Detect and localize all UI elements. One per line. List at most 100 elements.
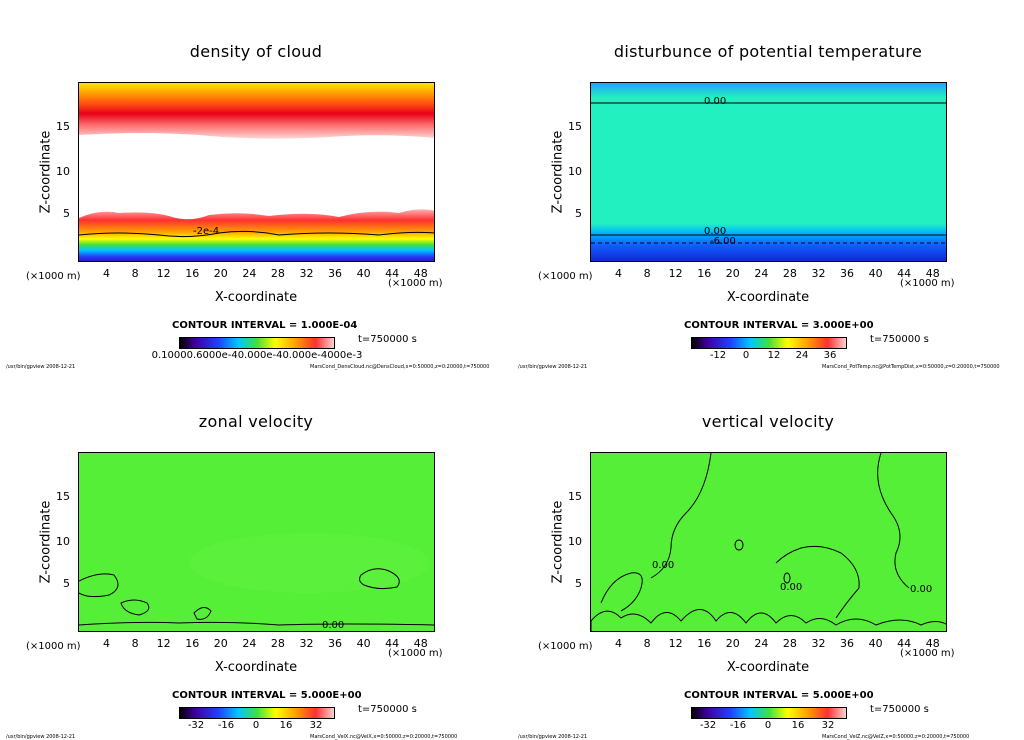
xtick: 48 bbox=[925, 637, 940, 650]
contour-label: 0.00 bbox=[704, 96, 727, 107]
timestamp: t=750000 s bbox=[358, 334, 417, 345]
colorbar-tick: -16 bbox=[729, 720, 747, 731]
xtick: 44 bbox=[385, 267, 400, 280]
footer-left: /usr/bin/gpview 2008-12-21 bbox=[518, 364, 588, 370]
colorbar-tick: 16 bbox=[279, 720, 293, 731]
plot-area bbox=[590, 82, 947, 262]
timestamp: t=750000 s bbox=[358, 704, 417, 715]
ytick: 15 bbox=[568, 120, 582, 133]
chart-title: density of cloud bbox=[189, 42, 323, 61]
xtick: 4 bbox=[103, 637, 111, 650]
contour-label: 0.00 bbox=[780, 582, 803, 593]
panel-density-of-cloud: density of cloud bbox=[0, 0, 512, 370]
colorbar-ticks: -12 0 12 24 36 bbox=[662, 350, 878, 364]
xtick: 20 bbox=[725, 267, 740, 280]
xtick: 44 bbox=[897, 267, 912, 280]
x-unit-right: (×1000 m) bbox=[388, 648, 443, 659]
contour-interval: CONTOUR INTERVAL = 3.000E+00 bbox=[684, 320, 874, 331]
xtick: 44 bbox=[897, 637, 912, 650]
xtick: 32 bbox=[811, 267, 826, 280]
footer-left: /usr/bin/gpview 2008-12-21 bbox=[518, 734, 588, 740]
x-unit-right: (×1000 m) bbox=[900, 278, 955, 289]
colorbar-tick: -32 bbox=[187, 720, 205, 731]
colorbar-tick: 0 bbox=[742, 350, 750, 361]
colorbar bbox=[691, 337, 847, 349]
y-axis-label: Z-coordinate bbox=[550, 130, 566, 214]
x-axis-label: X-coordinate bbox=[214, 660, 298, 675]
xtick: 40 bbox=[868, 637, 883, 650]
xtick: 8 bbox=[131, 267, 139, 280]
contour-interval: CONTOUR INTERVAL = 5.000E+00 bbox=[172, 690, 362, 701]
colorbar bbox=[691, 707, 847, 719]
xtick: 20 bbox=[725, 637, 740, 650]
xtick: 36 bbox=[840, 267, 855, 280]
ytick: 5 bbox=[575, 577, 582, 590]
x-axis-label: X-coordinate bbox=[214, 290, 298, 305]
footer-left: /usr/bin/gpview 2008-12-21 bbox=[6, 734, 76, 740]
plot-area bbox=[78, 82, 435, 262]
plot-area bbox=[590, 452, 947, 632]
panel-vertical-velocity: vertical velocity 0.00 0.00 0.00 5 10 15… bbox=[512, 370, 1024, 740]
xtick: 48 bbox=[413, 637, 428, 650]
vertical-velocity-field bbox=[591, 453, 946, 631]
xtick: 20 bbox=[213, 637, 228, 650]
colorbar-tick: -32 bbox=[699, 720, 717, 731]
xtick: 40 bbox=[868, 267, 883, 280]
xtick: 16 bbox=[697, 267, 712, 280]
xtick: 40 bbox=[356, 637, 371, 650]
contour-label: -6.00 bbox=[710, 236, 736, 247]
xtick: 8 bbox=[643, 637, 651, 650]
zonal-velocity-field bbox=[79, 453, 434, 631]
xtick: 36 bbox=[328, 267, 343, 280]
xtick: 12 bbox=[668, 637, 683, 650]
y-axis-label: Z-coordinate bbox=[550, 500, 566, 584]
ytick: 15 bbox=[56, 120, 70, 133]
ytick: 10 bbox=[56, 535, 70, 548]
x-axis-label: X-coordinate bbox=[726, 290, 810, 305]
colorbar-tick: -16 bbox=[217, 720, 235, 731]
ytick: 10 bbox=[568, 535, 582, 548]
xtick: 4 bbox=[103, 267, 111, 280]
xtick: 16 bbox=[185, 637, 200, 650]
xtick: 32 bbox=[811, 637, 826, 650]
xtick: 12 bbox=[156, 637, 171, 650]
contour-label: -2e-4 bbox=[193, 226, 220, 237]
xtick: 36 bbox=[328, 637, 343, 650]
colorbar-tick: 12 bbox=[767, 350, 781, 361]
x-axis-label: X-coordinate bbox=[726, 660, 810, 675]
contour-label: 0.00 bbox=[652, 560, 675, 571]
x-unit-right: (×1000 m) bbox=[900, 648, 955, 659]
xtick: 12 bbox=[156, 267, 171, 280]
ytick: 5 bbox=[63, 577, 70, 590]
xtick: 12 bbox=[668, 267, 683, 280]
xtick: 28 bbox=[782, 637, 797, 650]
timestamp: t=750000 s bbox=[870, 334, 929, 345]
xtick: 20 bbox=[213, 267, 228, 280]
xtick: 16 bbox=[185, 267, 200, 280]
colorbar-tick: 16 bbox=[791, 720, 805, 731]
x-unit-left: (×1000 m) bbox=[538, 641, 593, 652]
xtick: 24 bbox=[242, 637, 257, 650]
colorbar bbox=[179, 337, 335, 349]
xtick: 16 bbox=[697, 637, 712, 650]
xtick: 24 bbox=[754, 637, 769, 650]
xtick: 8 bbox=[131, 637, 139, 650]
xtick: 48 bbox=[925, 267, 940, 280]
xtick: 8 bbox=[643, 267, 651, 280]
xtick: 4 bbox=[615, 267, 623, 280]
x-unit-left: (×1000 m) bbox=[538, 271, 593, 282]
x-unit-left: (×1000 m) bbox=[26, 641, 81, 652]
xtick: 4 bbox=[615, 637, 623, 650]
footer-right: MarsCond_DensCloud.nc@DensCloud,x=0:5000… bbox=[310, 364, 490, 370]
footer-right: MarsCond_VelX.nc@VelX,x=0:50000,z=0:2000… bbox=[310, 734, 458, 740]
xtick: 40 bbox=[356, 267, 371, 280]
footer-left: /usr/bin/gpview 2008-12-21 bbox=[6, 364, 76, 370]
colorbar-tick: 36 bbox=[823, 350, 837, 361]
x-unit-left: (×1000 m) bbox=[26, 271, 81, 282]
chart-title: disturbunce of potential temperature bbox=[613, 42, 923, 61]
ytick: 15 bbox=[568, 490, 582, 503]
xtick: 28 bbox=[270, 267, 285, 280]
footer-right: MarsCond_PotTemp.nc@PotTempDist,x=0:5000… bbox=[822, 364, 1000, 370]
colorbar-tick: 0 bbox=[252, 720, 260, 731]
chart-title: zonal velocity bbox=[198, 412, 314, 431]
